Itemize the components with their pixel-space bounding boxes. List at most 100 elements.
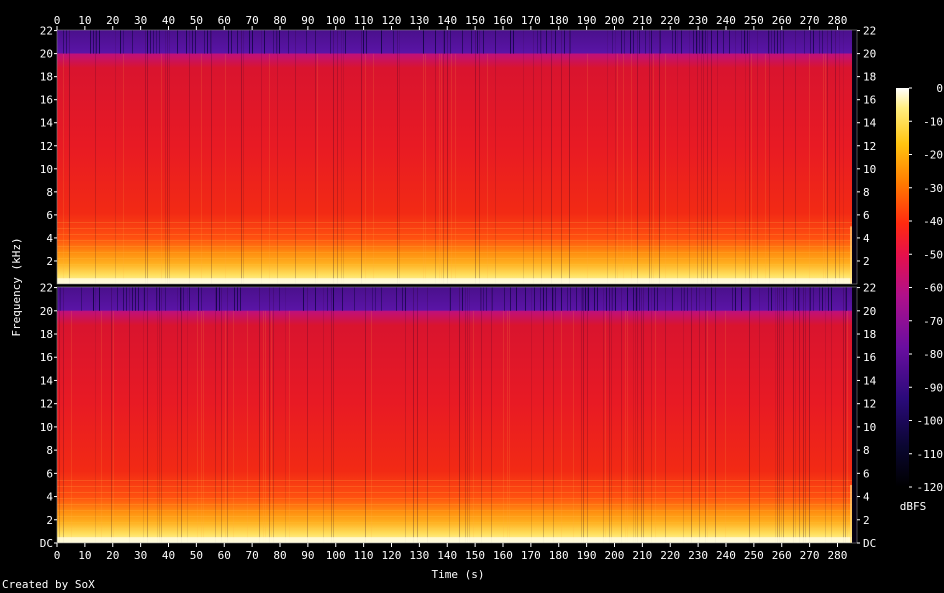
y-tick-label-right: 16 [863, 351, 876, 364]
y-tick-label-left: 12 [40, 398, 53, 411]
x-tick-label-bottom: 150 [465, 549, 485, 562]
x-tick-label-top: 210 [632, 14, 652, 27]
y-tick-label-right: 10 [863, 421, 876, 434]
colorbar-tick-label: -100 [917, 415, 944, 428]
y-tick-label-right: 18 [863, 71, 876, 84]
y-tick-label-left: 6 [46, 209, 53, 222]
x-tick-label-top: 90 [301, 14, 314, 27]
y-tick-label-left: 4 [46, 491, 53, 504]
x-tick-label-bottom: 270 [800, 549, 820, 562]
x-tick-label-top: 240 [716, 14, 736, 27]
colorbar-tick-label: -90 [923, 381, 943, 394]
y-tick-label-right: 10 [863, 163, 876, 176]
x-tick-label-bottom: 230 [688, 549, 708, 562]
x-tick-label-top: 110 [354, 14, 374, 27]
x-tick-label-top: 20 [106, 14, 119, 27]
x-tick-label-bottom: 0 [54, 549, 61, 562]
x-tick-label-bottom: 10 [78, 549, 91, 562]
x-tick-label-top: 270 [800, 14, 820, 27]
x-tick-label-top: 120 [382, 14, 402, 27]
x-tick-label-top: 100 [326, 14, 346, 27]
x-tick-label-bottom: 130 [409, 549, 429, 562]
colorbar-tick-label: -50 [923, 248, 943, 261]
x-tick-label-top: 220 [660, 14, 680, 27]
y-tick-label-right: 6 [863, 209, 870, 222]
x-tick-label-top: 80 [273, 14, 286, 27]
x-tick-label-bottom: 200 [605, 549, 625, 562]
y-tick-label-left: 16 [40, 351, 53, 364]
x-tick-label-bottom: 20 [106, 549, 119, 562]
x-tick-label-top: 180 [549, 14, 569, 27]
x-tick-label-bottom: 40 [162, 549, 175, 562]
x-tick-label-bottom: 90 [301, 549, 314, 562]
y-tick-label-left: 8 [46, 444, 53, 457]
x-tick-label-bottom: 240 [716, 549, 736, 562]
y-tick-label-left: 12 [40, 140, 53, 153]
y-tick-label-right: 8 [863, 186, 870, 199]
colorbar-tick-label: -80 [923, 348, 943, 361]
colorbar-tick-label: -70 [923, 315, 943, 328]
x-tick-label-bottom: 140 [437, 549, 457, 562]
colorbar-tick-label: -30 [923, 182, 943, 195]
x-tick-label-bottom: 50 [190, 549, 203, 562]
y-tick-label-right: 14 [863, 374, 877, 387]
y-tick-label-left: 4 [46, 232, 53, 245]
x-tick-label-top: 70 [245, 14, 258, 27]
y-tick-label-left: DC [40, 537, 53, 550]
x-tick-label-top: 200 [605, 14, 625, 27]
x-axis-label: Time (s) [432, 568, 485, 581]
x-tick-label-bottom: 120 [382, 549, 402, 562]
y-tick-label-left: 14 [40, 374, 54, 387]
y-tick-label-left: 20 [40, 305, 53, 318]
credit-text: Created by SoX [2, 578, 95, 591]
colorbar-label: dBFS [900, 500, 927, 513]
colorbar-tick-label: -20 [923, 149, 943, 162]
x-tick-label-bottom: 170 [521, 549, 541, 562]
y-tick-label-left: 20 [40, 48, 53, 61]
y-tick-label-right: 16 [863, 94, 876, 107]
y-tick-label-left: 10 [40, 421, 53, 434]
x-tick-label-top: 60 [218, 14, 231, 27]
x-tick-label-top: 40 [162, 14, 175, 27]
y-tick-label-right: 12 [863, 140, 876, 153]
y-tick-label-right: 14 [863, 117, 877, 130]
y-tick-label-left: 6 [46, 467, 53, 480]
y-tick-label-left: 22 [40, 25, 53, 38]
x-tick-label-bottom: 190 [577, 549, 597, 562]
y-tick-label-right: 20 [863, 305, 876, 318]
x-tick-label-bottom: 160 [493, 549, 513, 562]
x-tick-label-top: 160 [493, 14, 513, 27]
y-tick-label-left: 2 [46, 255, 53, 268]
x-tick-label-top: 250 [744, 14, 764, 27]
colorbar: 0 -10 -20 -30 -40 -50 -60 -70 -80 -90 -100 -110 -120 [896, 82, 943, 494]
x-tick-label-top: 150 [465, 14, 485, 27]
x-tick-label-bottom: 180 [549, 549, 569, 562]
x-tick-label-bottom: 60 [218, 549, 231, 562]
y-axis-label: Frequency (kHz) [10, 237, 23, 336]
y-tick-label-left: 18 [40, 328, 53, 341]
x-tick-label-bottom: 80 [273, 549, 286, 562]
colorbar-gradient [896, 88, 909, 487]
y-tick-label-right: 8 [863, 444, 870, 457]
y-tick-label-left: 10 [40, 163, 53, 176]
colorbar-tick-label: -10 [923, 115, 943, 128]
colorbar-tick-label: -60 [923, 282, 943, 295]
colorbar-tick-label: -110 [917, 448, 944, 461]
x-tick-label-top: 230 [688, 14, 708, 27]
x-tick-label-top: 0 [54, 14, 61, 27]
y-tick-label-right: 22 [863, 25, 876, 38]
x-tick-label-bottom: 280 [828, 549, 848, 562]
colorbar-tick-label: -40 [923, 215, 943, 228]
y-tick-label-left: 18 [40, 71, 53, 84]
x-tick-label-top: 50 [190, 14, 203, 27]
y-tick-label-right: 2 [863, 514, 870, 527]
x-tick-label-top: 30 [134, 14, 147, 27]
x-tick-label-bottom: 250 [744, 549, 764, 562]
x-tick-label-top: 260 [772, 14, 792, 27]
y-tick-label-left: 2 [46, 514, 53, 527]
y-tick-label-right: 2 [863, 255, 870, 268]
x-tick-label-top: 10 [78, 14, 91, 27]
